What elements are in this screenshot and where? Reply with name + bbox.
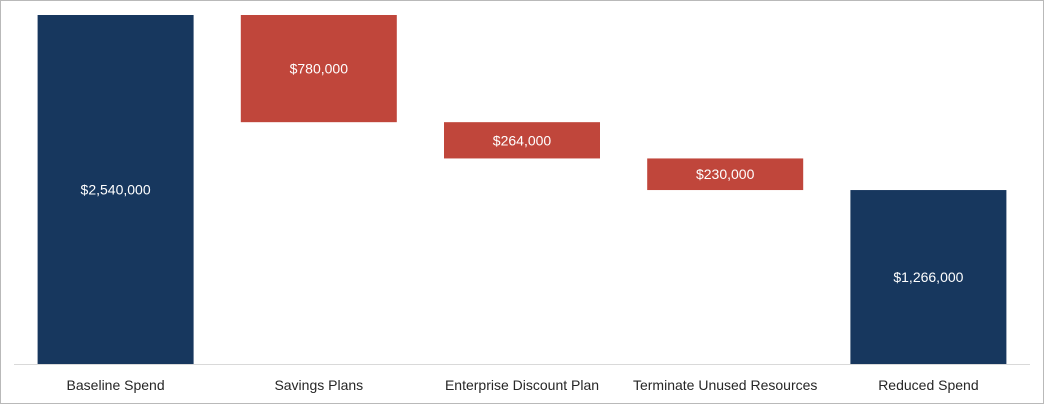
data-label-reduced-spend: $1,266,000	[893, 269, 963, 285]
data-label-enterprise-discount-plan: $264,000	[493, 132, 552, 148]
category-label-terminate-unused-resources: Terminate Unused Resources	[633, 377, 817, 393]
category-label-savings-plans: Savings Plans	[274, 377, 363, 393]
bars-layer	[37, 15, 1007, 364]
bar-savings-plans	[240, 15, 397, 123]
category-label-baseline-spend: Baseline Spend	[67, 377, 165, 393]
bar-terminate-unused-resources	[647, 158, 804, 191]
data-label-terminate-unused-resources: $230,000	[696, 166, 755, 182]
data-label-savings-plans: $780,000	[290, 61, 349, 77]
category-label-reduced-spend: Reduced Spend	[878, 377, 978, 393]
category-label-enterprise-discount-plan: Enterprise Discount Plan	[445, 377, 599, 393]
data-label-baseline-spend: $2,540,000	[81, 182, 151, 198]
bar-baseline-spend	[37, 15, 194, 364]
bar-reduced-spend	[850, 190, 1007, 364]
labels-layer: $2,540,000 Baseline Spend $780,000 Savings …	[67, 61, 979, 393]
bar-enterprise-discount-plan	[444, 122, 600, 159]
